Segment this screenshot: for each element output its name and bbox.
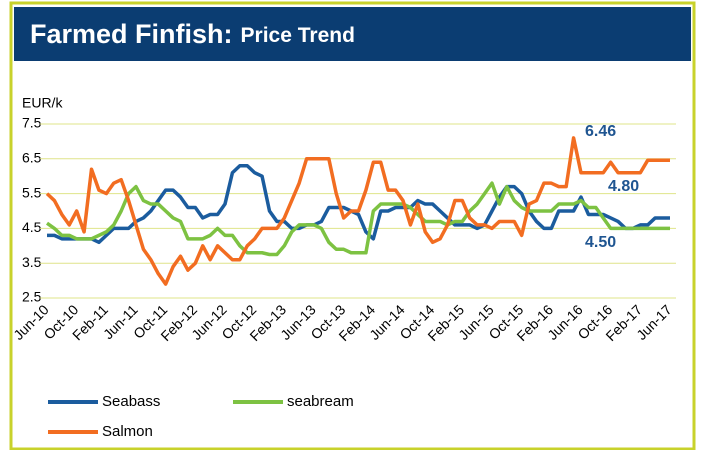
y-tick-label: 7.5 xyxy=(22,115,42,131)
legend-label: Seabass xyxy=(102,393,160,410)
y-tick-label: 6.5 xyxy=(22,150,42,166)
line xyxy=(45,181,670,257)
frame xyxy=(9,1,696,450)
legend-label: Salmon xyxy=(102,423,153,440)
legend-label: seabream xyxy=(287,393,354,410)
y-tick-label: 5.5 xyxy=(22,184,42,200)
end-label: 4.80 xyxy=(608,178,639,195)
header xyxy=(14,7,691,61)
end-label: 6.46 xyxy=(585,123,616,140)
chart-title: Farmed Finfish: Price Trend xyxy=(30,19,355,49)
line xyxy=(47,164,670,245)
y-axis-label: EUR/k xyxy=(22,95,63,111)
y-tick-label: 2.5 xyxy=(22,289,42,305)
title: Farmed Finfish: xyxy=(30,19,233,49)
y-tick-label: 4.5 xyxy=(22,219,42,235)
subtitle: Price Trend xyxy=(241,24,355,47)
line xyxy=(45,136,670,286)
y-tick-label: 3.5 xyxy=(22,254,42,270)
end-label: 4.50 xyxy=(585,234,616,251)
